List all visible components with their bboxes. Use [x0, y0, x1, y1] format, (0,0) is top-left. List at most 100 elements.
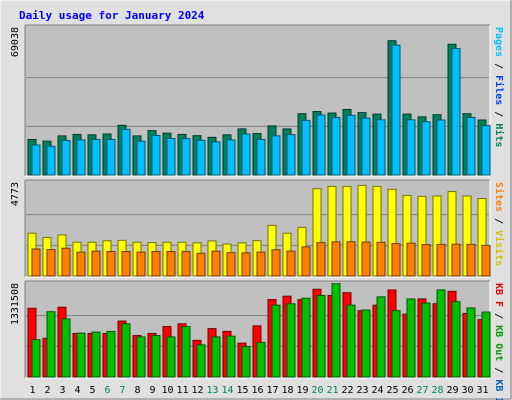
bar-files-day-15 — [241, 133, 251, 176]
bar-files-day-10 — [166, 137, 176, 176]
chart-title: Daily usage for January 2024 — [19, 9, 205, 22]
bar-files-day-20 — [316, 114, 326, 176]
day-label-21: 21 — [326, 385, 338, 396]
day-label-1: 1 — [29, 385, 35, 396]
bar-kb-out-day-9 — [151, 335, 161, 378]
day-label-6: 6 — [104, 385, 110, 396]
day-label-26: 26 — [401, 385, 413, 396]
bar-sites-day-10 — [166, 251, 176, 277]
day-label-13: 13 — [206, 385, 218, 396]
bar-sites-day-22 — [346, 241, 356, 277]
bar-kb-out-day-1 — [31, 339, 41, 378]
bar-files-day-7 — [121, 128, 131, 176]
bar-sites-day-6 — [106, 251, 116, 277]
bar-sites-day-31 — [481, 244, 491, 277]
legend-separator: / — [493, 307, 504, 319]
bar-sites-day-13 — [211, 250, 221, 277]
legend-entry: Sites — [493, 182, 505, 212]
day-label-5: 5 — [89, 385, 95, 396]
bar-kb-out-day-27 — [421, 302, 431, 378]
day-label-28: 28 — [431, 385, 443, 396]
panel-2: 4773 Sites / Visits — [10, 179, 505, 278]
bar-sites-day-4 — [76, 251, 86, 277]
day-label-29: 29 — [446, 385, 458, 396]
day-label-15: 15 — [236, 385, 248, 396]
bar-kb-out-day-25 — [391, 310, 401, 378]
bar-sites-day-23 — [361, 241, 371, 277]
day-label-16: 16 — [251, 385, 263, 396]
panel-legend: Sites / Visits — [493, 182, 505, 266]
day-label-24: 24 — [371, 385, 383, 396]
day-label-7: 7 — [119, 385, 125, 396]
bar-files-day-19 — [301, 119, 311, 176]
bar-kb-out-day-12 — [196, 344, 206, 378]
day-label-19: 19 — [296, 385, 308, 396]
legend-entry: Hits — [493, 117, 505, 147]
panel-max-label: 1331508 — [10, 283, 21, 325]
bar-sites-day-1 — [31, 248, 41, 277]
bar-sites-day-27 — [421, 244, 431, 277]
bar-files-day-17 — [271, 135, 281, 176]
legend-entry: Files — [493, 69, 505, 105]
bar-files-day-30 — [466, 116, 476, 176]
bar-files-day-29 — [451, 48, 461, 176]
bar-files-day-28 — [436, 119, 446, 176]
bar-files-day-13 — [211, 141, 221, 176]
bar-sites-day-28 — [436, 243, 446, 277]
bar-files-day-14 — [226, 139, 236, 176]
bar-kb-out-day-16 — [256, 341, 266, 378]
bar-sites-day-17 — [271, 249, 281, 277]
bar-kb-out-day-4 — [76, 332, 86, 378]
bar-kb-out-day-2 — [46, 311, 56, 378]
legend-entry: Visits — [493, 224, 505, 266]
bar-sites-day-15 — [241, 252, 251, 277]
bar-files-day-1 — [31, 144, 41, 176]
bar-kb-out-day-3 — [61, 318, 71, 378]
bar-files-day-5 — [91, 138, 101, 176]
bar-kb-out-day-29 — [451, 301, 461, 378]
bar-sites-day-11 — [181, 251, 191, 277]
bar-kb-out-day-30 — [466, 307, 476, 378]
bar-files-day-21 — [331, 116, 341, 176]
legend-entry: KB F — [493, 283, 504, 307]
bar-files-day-25 — [391, 44, 401, 176]
panel-3: 1331508 KB F / KB Out / KB In — [10, 280, 504, 400]
bar-sites-day-16 — [256, 251, 266, 277]
bar-kb-out-day-19 — [301, 297, 311, 378]
chart-panels: 69038 Pages / Files / Hits 4773 Sites / Vis… — [10, 24, 505, 400]
bar-sites-day-21 — [331, 241, 341, 277]
day-label-23: 23 — [356, 385, 368, 396]
day-label-31: 31 — [476, 385, 488, 396]
day-label-20: 20 — [311, 385, 323, 396]
bar-sites-day-26 — [406, 242, 416, 277]
bar-files-day-11 — [181, 138, 191, 176]
bar-files-day-2 — [46, 145, 56, 176]
bar-kb-out-day-21 — [331, 283, 341, 378]
panel-1: 69038 Pages / Files / Hits — [10, 24, 505, 177]
legend-separator: / — [493, 212, 504, 224]
day-label-22: 22 — [341, 385, 353, 396]
legend-separator: / — [493, 361, 504, 373]
bar-sites-day-29 — [451, 243, 461, 277]
bar-kb-out-day-11 — [181, 326, 191, 378]
bar-kb-out-day-24 — [376, 296, 386, 378]
bar-files-day-8 — [136, 140, 146, 176]
day-label-9: 9 — [149, 385, 155, 396]
legend-separator: / — [493, 57, 504, 69]
legend-entry: Pages — [493, 27, 504, 57]
bar-sites-day-25 — [391, 243, 401, 277]
bar-kb-out-day-23 — [361, 309, 371, 378]
bar-sites-day-7 — [121, 251, 131, 277]
bar-sites-day-12 — [196, 252, 206, 277]
day-label-27: 27 — [416, 385, 428, 396]
bar-files-day-9 — [151, 134, 161, 176]
bar-files-day-6 — [106, 138, 116, 176]
bar-kb-out-day-22 — [346, 304, 356, 378]
bar-sites-day-8 — [136, 251, 146, 277]
bar-sites-day-3 — [61, 247, 71, 277]
bar-files-day-23 — [361, 117, 371, 176]
day-label-8: 8 — [134, 385, 140, 396]
bar-kb-out-day-15 — [241, 346, 251, 378]
day-label-18: 18 — [281, 385, 293, 396]
